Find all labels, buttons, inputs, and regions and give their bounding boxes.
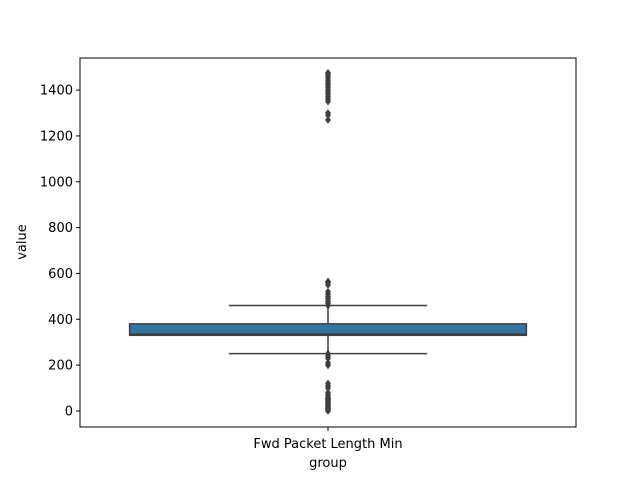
outlier-point [325,68,331,77]
outlier-point [325,349,331,358]
y-tick-label: 400 [48,313,73,328]
plot-frame [79,57,577,428]
y-axis-ticks: 0 200 400 600 800 1000 1200 1400 [40,84,80,419]
y-tick-label: 0 [65,404,73,419]
x-axis-ticks: Fwd Packet Length Min [253,427,403,452]
y-tick-label: 800 [48,221,73,236]
y-tick-label: 200 [48,359,73,374]
iqr-box [128,323,528,337]
outlier-point [325,277,331,286]
outlier-point [325,379,331,388]
x-tick-label: Fwd Packet Length Min [253,437,402,452]
y-tick-label: 1000 [40,175,73,190]
outlier-point [325,109,331,117]
y-tick-label: 1400 [40,84,73,99]
x-axis-label: group [309,456,347,471]
outlier-point [325,115,331,124]
y-axis-label: value [15,224,30,260]
outlier-point [325,287,331,296]
outlier-point [325,358,331,367]
outlier-point [325,388,331,397]
box-layer [128,68,528,415]
y-tick-label: 600 [48,267,73,282]
y-tick-label: 1200 [40,129,73,144]
